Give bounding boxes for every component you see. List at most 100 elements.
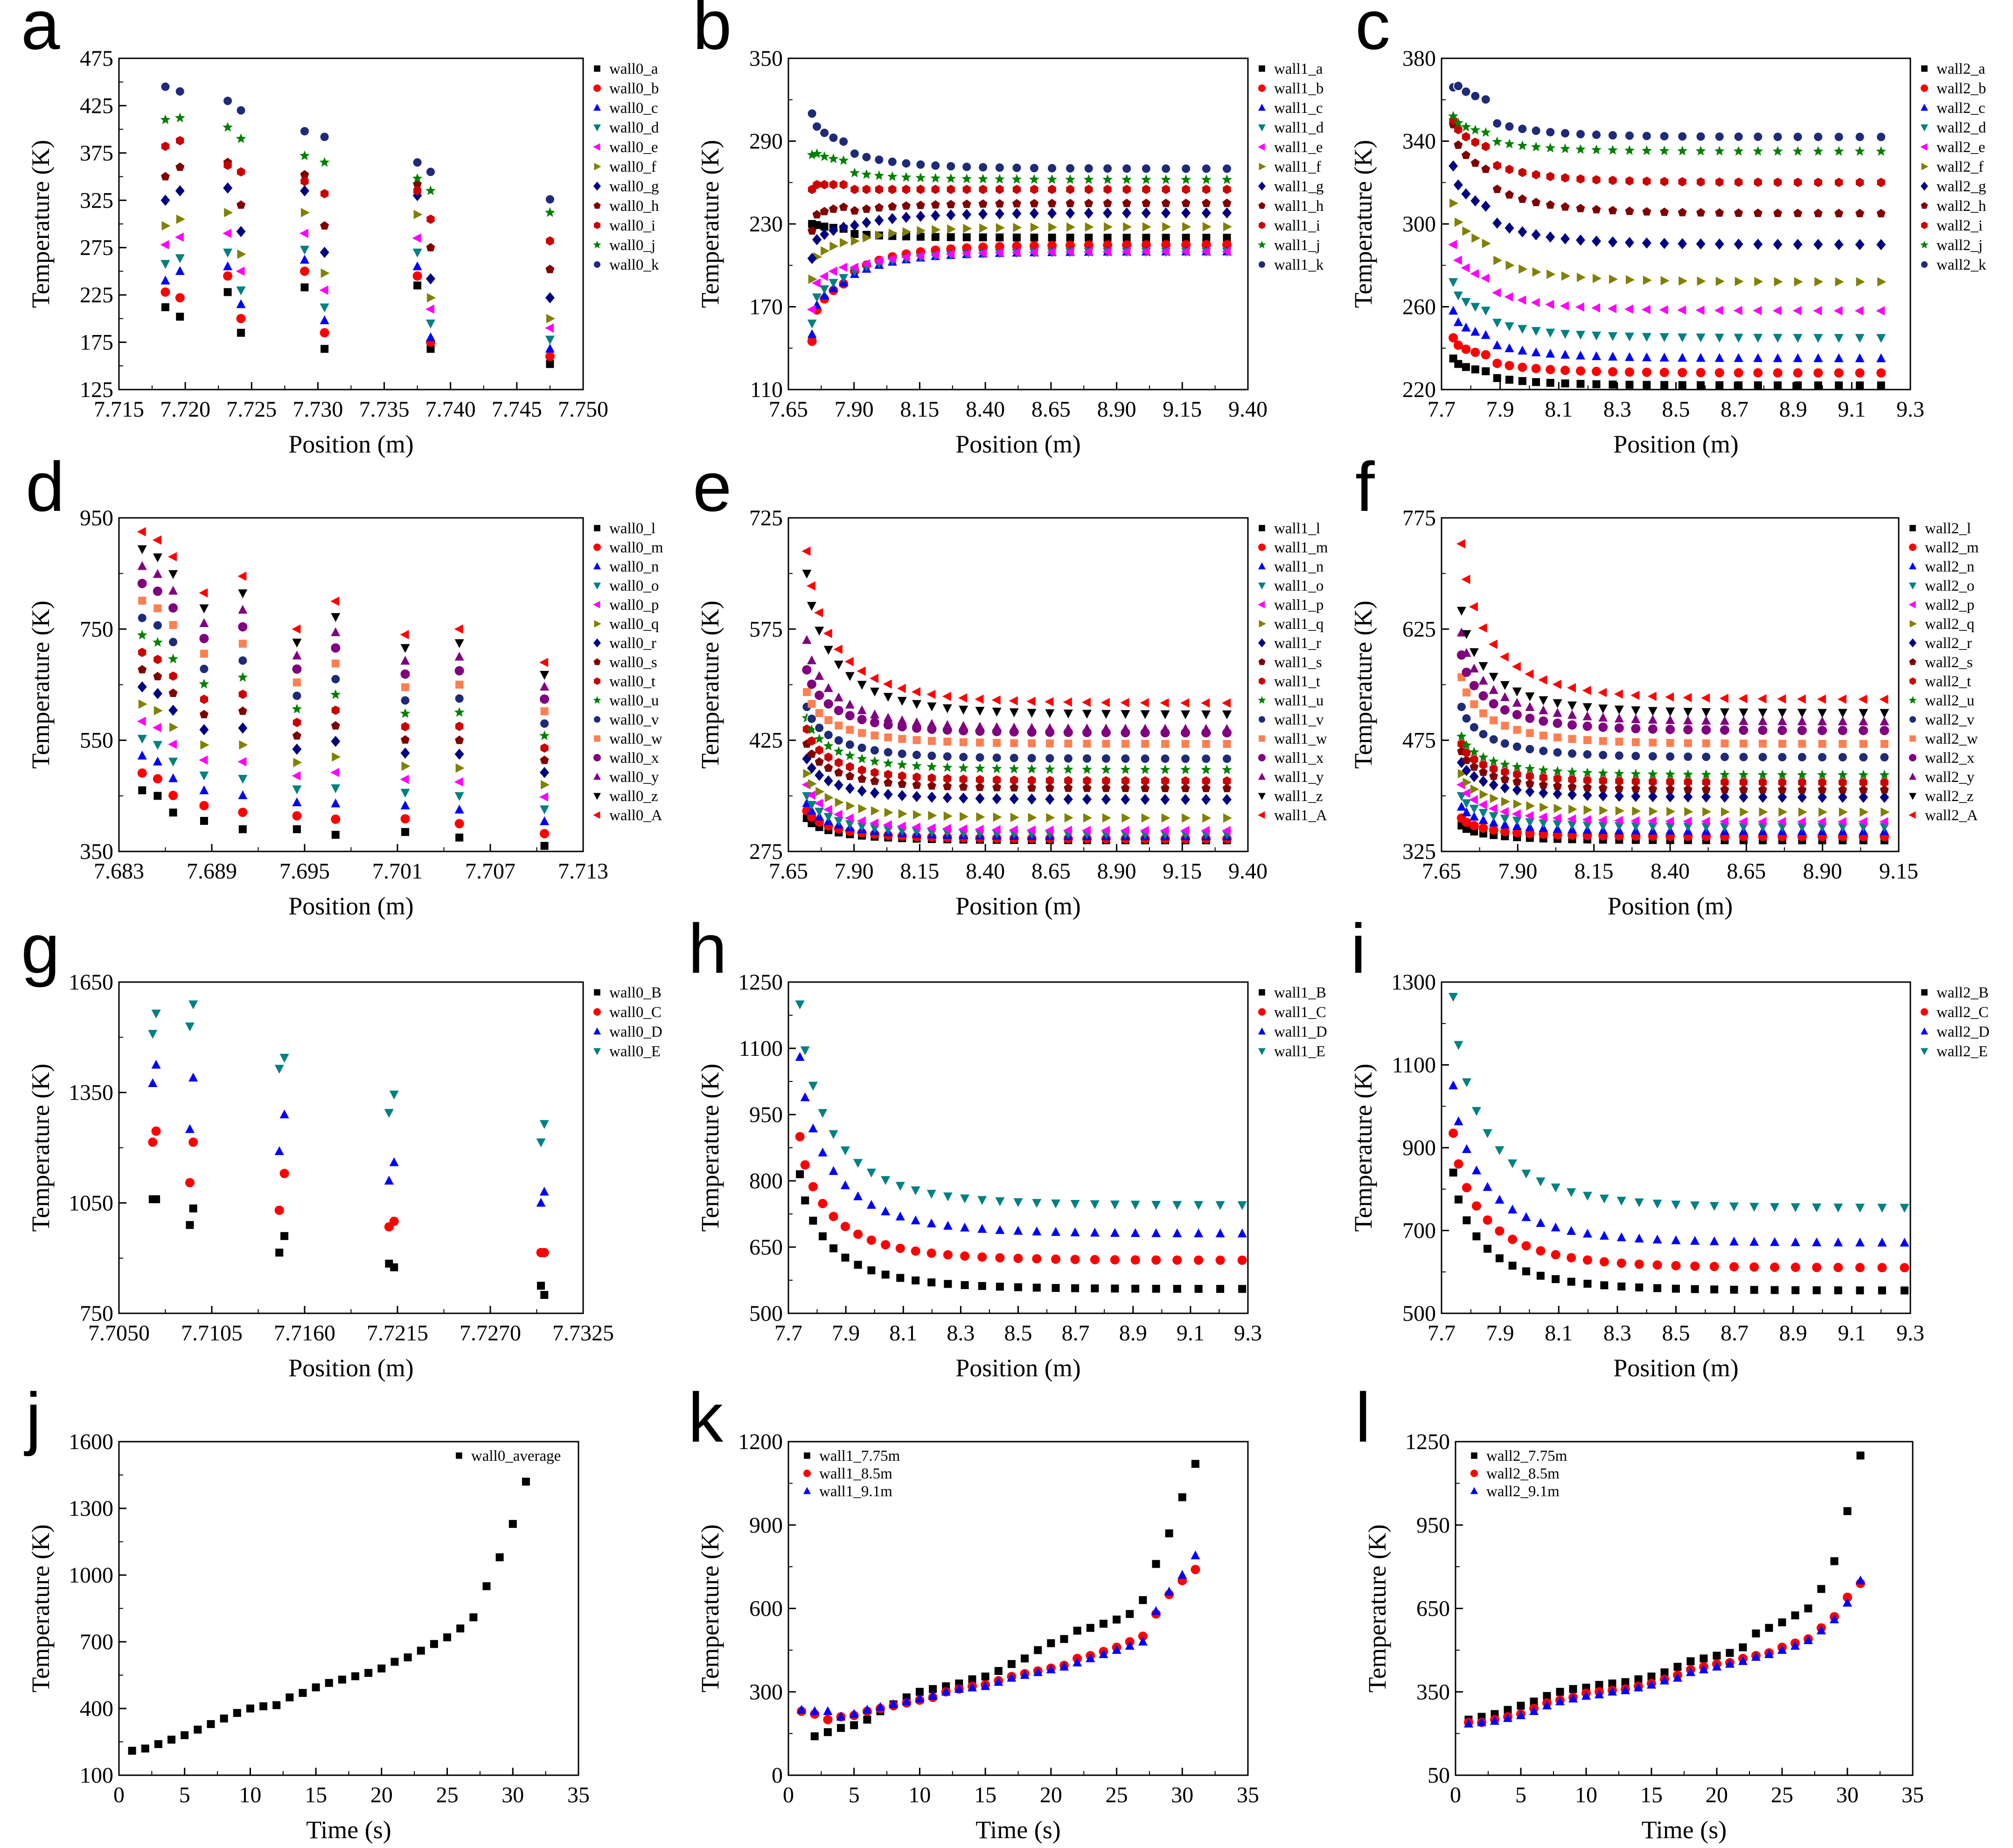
data-point [292,785,302,795]
data-point [840,238,849,248]
data-point [1614,750,1624,761]
data-point [412,233,421,243]
data-point [929,1685,937,1693]
data-point [319,132,330,142]
legend-marker [594,222,600,229]
data-point [1539,819,1548,829]
data-point [1591,303,1600,313]
data-point [522,1478,530,1486]
data-point [1730,1285,1738,1294]
data-point [1583,783,1592,792]
data-point [1591,144,1602,154]
data-point [845,711,855,720]
data-point [1090,1255,1100,1264]
data-point [1877,1263,1887,1273]
data-point [160,195,170,206]
data-point [426,273,436,285]
x-tick-label: 7.90 [835,397,874,422]
x-tick-label: 35 [567,1783,590,1807]
data-point [1499,652,1509,662]
legend-label: wall1_v [1274,711,1324,728]
x-tick-label: 7.750 [558,397,608,422]
data-point [931,233,940,241]
data-point [1525,786,1535,797]
legend-label: wall2_g [1936,178,1986,195]
data-point [797,1704,807,1714]
data-point [199,663,209,674]
data-point [978,208,988,220]
data-point [1034,1646,1042,1654]
data-point [975,739,984,747]
data-point [153,774,162,784]
y-tick-label: 700 [1402,1219,1436,1243]
data-point [858,729,866,737]
data-point [199,785,209,795]
data-point [1101,710,1111,719]
data-point [808,1081,818,1091]
data-point [836,1711,846,1721]
data-point [1141,240,1151,250]
data-point [1110,1227,1120,1237]
data-point [1478,662,1488,671]
data-point [1770,1286,1779,1294]
y-tick-label: 425 [80,93,113,118]
data-point [331,736,341,747]
data-point [1141,163,1151,174]
data-point [300,185,309,196]
data-point [1567,1226,1576,1235]
data-point [850,220,859,231]
data-point [1453,317,1463,326]
y-tick-label: 1200 [738,1430,783,1454]
x-tick-label: 9.15 [1879,859,1918,884]
data-point [1714,368,1724,377]
y-tick-label: 380 [1402,46,1436,71]
data-point [1561,173,1569,183]
data-point [1582,1255,1592,1265]
data-point [820,229,829,240]
data-point [1567,1188,1576,1197]
data-point [962,209,972,220]
data-point [1045,776,1054,786]
data-point [1641,145,1652,155]
data-point [815,627,824,636]
legend-label: wall1_u [1274,692,1323,709]
data-point [238,706,247,715]
data-point [1765,1624,1773,1632]
data-point [1488,734,1499,745]
data-point [1647,1680,1656,1689]
data-point [1813,334,1823,343]
data-point [1202,185,1211,195]
data-point [812,210,822,219]
data-point [1529,1706,1539,1715]
data-point [1591,367,1601,377]
data-point [400,814,410,824]
legend-marker [1258,773,1266,780]
data-point [1599,806,1609,816]
data-point [915,159,926,170]
data-point [174,112,185,123]
data-point [863,233,872,243]
panel-letter: d [26,447,64,526]
data-point [154,1740,162,1748]
data-point [482,1582,491,1590]
data-point [1009,763,1019,774]
data-point [1696,333,1706,342]
legend-marker [1258,638,1266,648]
data-point [942,704,952,713]
legend-marker [1909,562,1916,570]
data-point [1560,365,1570,375]
data-point [1665,784,1675,793]
data-point [1453,291,1463,300]
data-point [874,215,884,226]
data-point [1553,774,1562,784]
data-point [835,721,843,730]
data-point [1813,146,1824,156]
data-point [1770,1237,1780,1246]
plot-frame [787,517,1249,852]
data-point [1151,1606,1161,1615]
data-point [1508,1204,1518,1213]
data-point [1876,306,1885,316]
data-point [455,833,464,842]
data-point [1617,1282,1626,1290]
data-point [1201,240,1211,250]
